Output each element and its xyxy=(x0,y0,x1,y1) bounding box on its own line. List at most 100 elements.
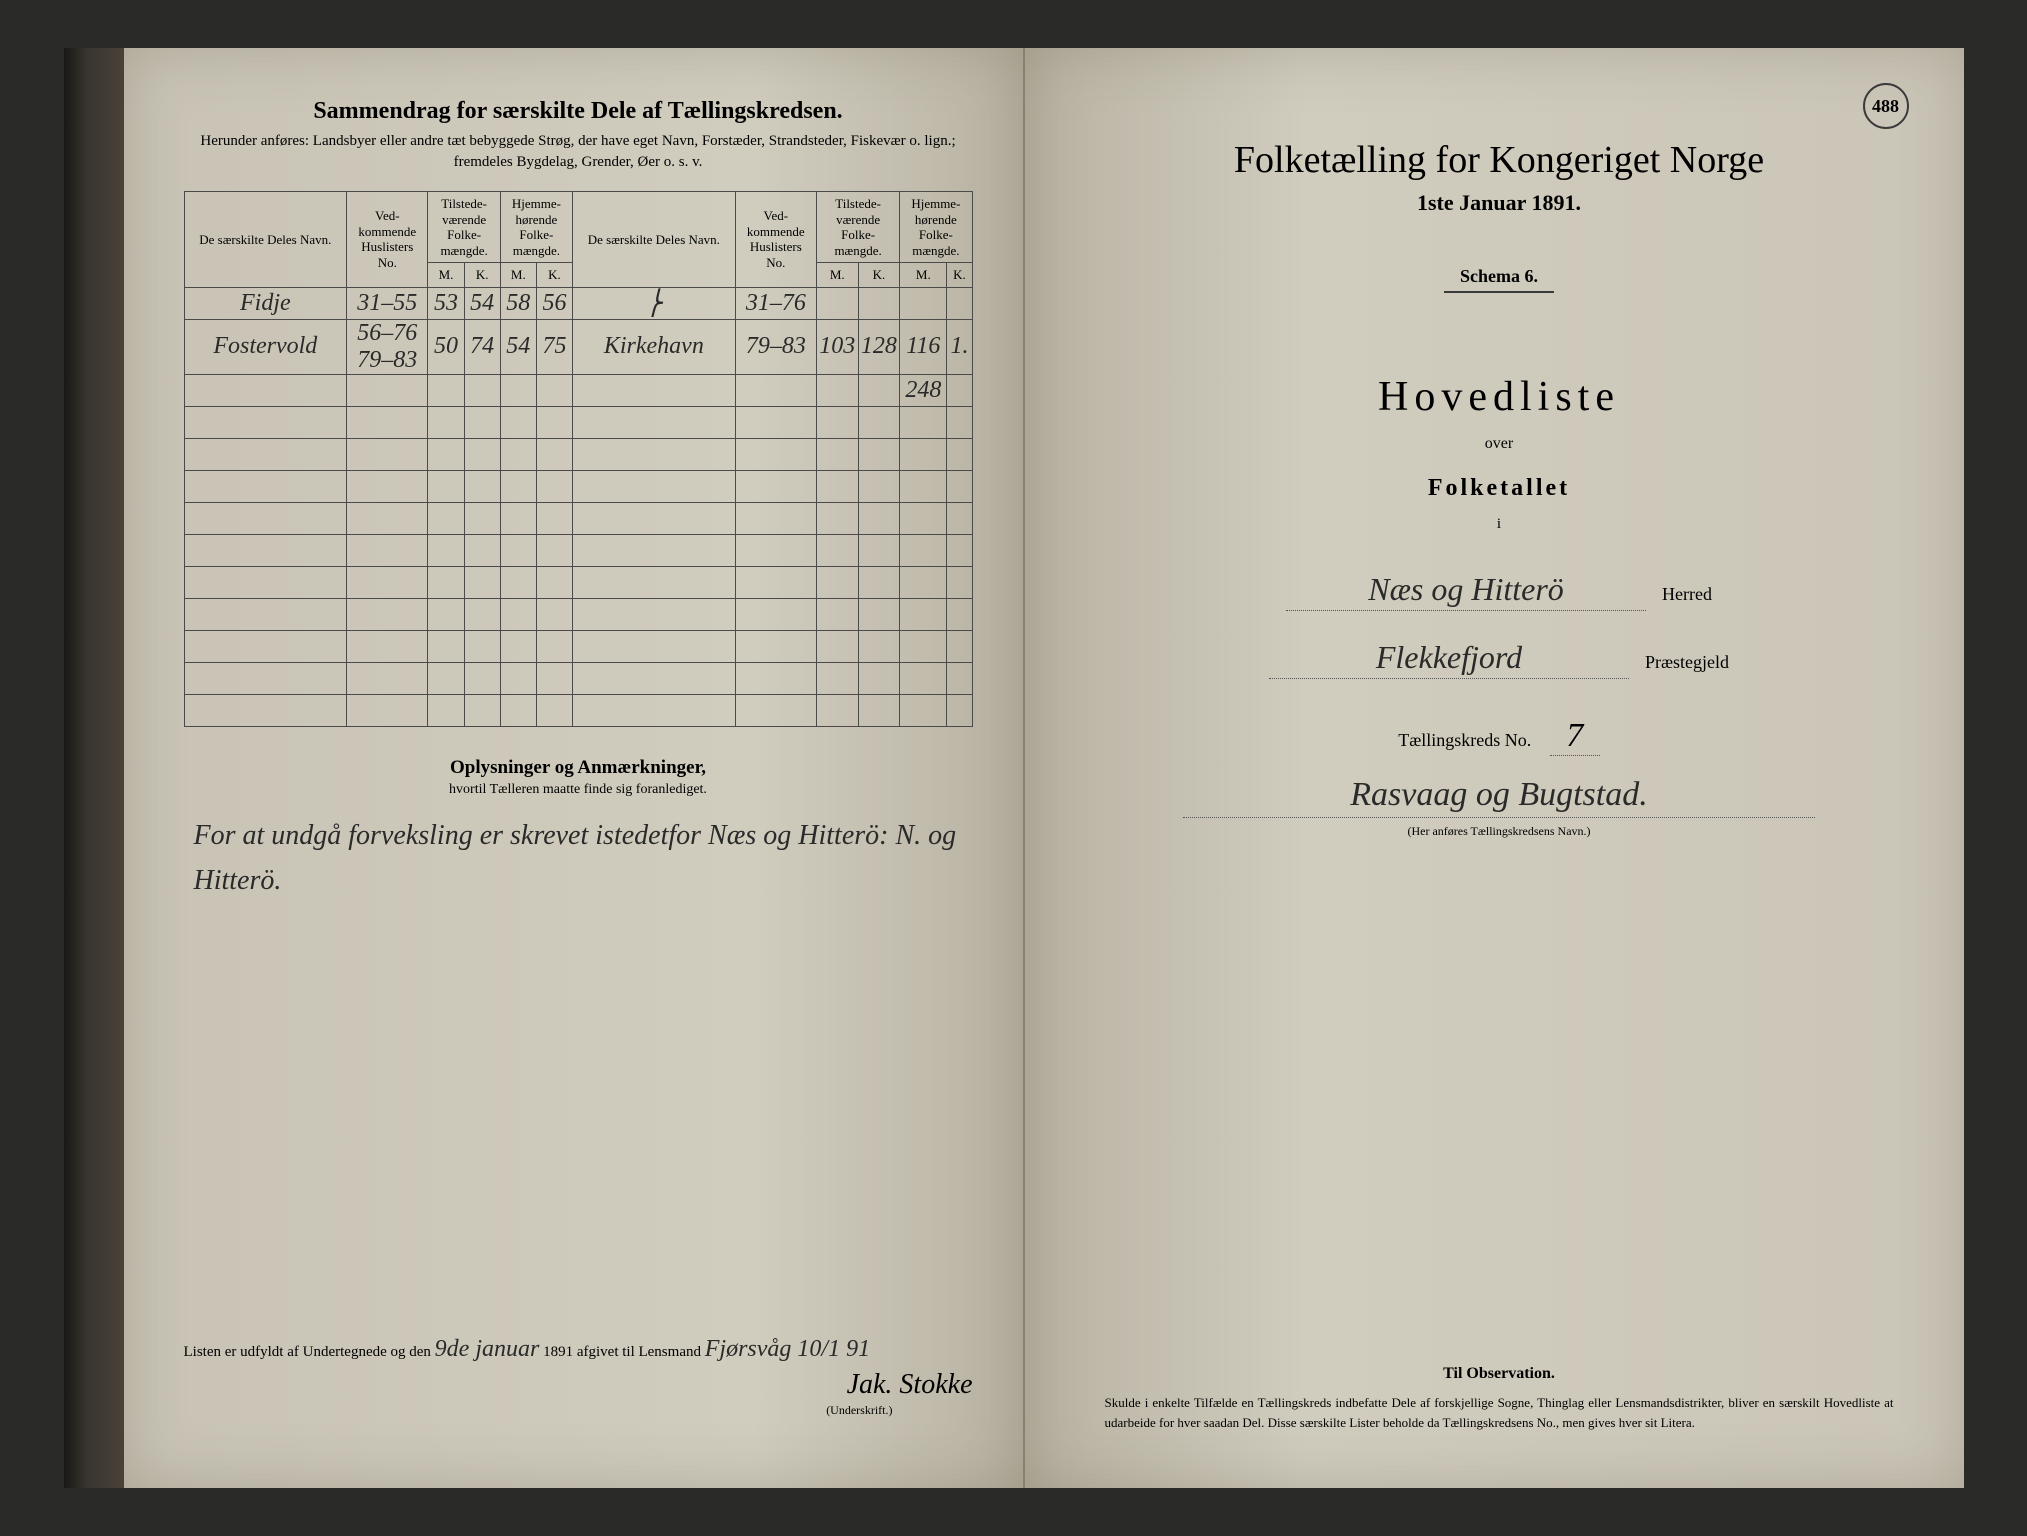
cell-hm2 xyxy=(900,287,947,319)
footer-year: 1891 afgivet til Lensmand xyxy=(543,1344,701,1360)
herred-row: Næs og Hitterö Herred xyxy=(1105,571,1894,611)
table-row xyxy=(184,662,972,694)
cell-name: Fidje xyxy=(184,287,347,319)
schema-underline xyxy=(1444,291,1554,293)
table-row: Fostervold 56–76 79–83 50 74 54 75 Kirke… xyxy=(184,319,972,374)
census-title: Folketælling for Kongeriget Norge xyxy=(1105,138,1894,182)
over-label: over xyxy=(1105,435,1894,453)
praestegjeld-row: Flekkefjord Præstegjeld xyxy=(1105,639,1894,679)
cell-hk2 xyxy=(947,374,972,406)
cell-hm: 54 xyxy=(500,319,536,374)
cell-name2: ⎬ xyxy=(573,287,736,319)
th-m: M. xyxy=(900,263,947,288)
herred-label: Herred xyxy=(1662,584,1712,605)
cell-huslister: 31–55 xyxy=(347,287,428,319)
observation-text: Skulde i enkelte Tilfælde en Tællingskre… xyxy=(1105,1393,1894,1433)
right-page: 488 Folketælling for Kongeriget Norge 1s… xyxy=(1025,48,1964,1488)
cell-hm2: 248 xyxy=(900,374,947,406)
cell-huslister2: 31–76 xyxy=(735,287,816,319)
signature-label: (Underskrift.) xyxy=(184,1403,973,1418)
hovedliste-title: Hovedliste xyxy=(1105,373,1894,421)
cell-tm: 50 xyxy=(428,319,464,374)
cell-hm: 58 xyxy=(500,287,536,319)
kreds-number: 7 xyxy=(1550,717,1600,756)
cell-tm: 53 xyxy=(428,287,464,319)
left-page-subtitle: Herunder anføres: Landsbyer eller andre … xyxy=(184,131,973,173)
book-spread: Sammendrag for særskilte Dele af Tælling… xyxy=(64,48,1964,1488)
herred-value: Næs og Hitterö xyxy=(1286,571,1646,611)
kreds-hint: (Her anføres Tællingskredsens Navn.) xyxy=(1105,824,1894,839)
summary-table: De særskilte Deles Navn. Ved-kommende Hu… xyxy=(184,191,973,727)
left-page-title: Sammendrag for særskilte Dele af Tælling… xyxy=(184,98,973,125)
th-m: M. xyxy=(500,263,536,288)
table-row xyxy=(184,598,972,630)
th-k: K. xyxy=(536,263,572,288)
summary-table-body: Fidje 31–55 53 54 58 56 ⎬ 31–76 Fostervo… xyxy=(184,287,972,726)
cell-name: Fostervold xyxy=(184,319,347,374)
th-hjemme: Hjemme-hørende Folke-mængde. xyxy=(500,192,572,263)
cell-hk xyxy=(536,374,572,406)
cell-huslister: 56–76 79–83 xyxy=(347,319,428,374)
book-spine xyxy=(64,48,124,1488)
table-row: 248 xyxy=(184,374,972,406)
praestegjeld-label: Præstegjeld xyxy=(1645,652,1729,673)
th-k: K. xyxy=(858,263,900,288)
cell-tk xyxy=(464,374,500,406)
th-m: M. xyxy=(816,263,858,288)
i-label: i xyxy=(1105,516,1894,533)
table-row xyxy=(184,502,972,534)
cell-name xyxy=(184,374,347,406)
th-hjemme-2: Hjemme-hørende Folke-mængde. xyxy=(900,192,972,263)
signature: Jak. Stokke xyxy=(184,1369,973,1401)
schema-label: Schema 6. xyxy=(1105,266,1894,287)
cell-name2: Kirkehavn xyxy=(573,319,736,374)
cell-name2 xyxy=(573,374,736,406)
cell-tm2 xyxy=(816,287,858,319)
th-name-2: De særskilte Deles Navn. xyxy=(573,192,736,288)
observation-block: Til Observation. Skulde i enkelte Tilfæl… xyxy=(1105,1365,1894,1433)
cell-huslister xyxy=(347,374,428,406)
cell-tm2 xyxy=(816,374,858,406)
kreds-name: Rasvaag og Bugtstad. xyxy=(1183,776,1814,818)
th-k: K. xyxy=(947,263,972,288)
table-row xyxy=(184,694,972,726)
th-name: De særskilte Deles Navn. xyxy=(184,192,347,288)
praestegjeld-value: Flekkefjord xyxy=(1269,639,1629,679)
footer-date: 9de januar xyxy=(435,1336,540,1362)
table-row xyxy=(184,630,972,662)
table-row xyxy=(184,438,972,470)
cell-hk2 xyxy=(947,287,972,319)
table-row xyxy=(184,534,972,566)
table-row xyxy=(184,406,972,438)
th-m: M. xyxy=(428,263,464,288)
cell-tk: 74 xyxy=(464,319,500,374)
cell-huslister2: 79–83 xyxy=(735,319,816,374)
left-page: Sammendrag for særskilte Dele af Tælling… xyxy=(124,48,1025,1488)
th-tilstede: Tilstede-værende Folke-mængde. xyxy=(428,192,500,263)
observation-title: Til Observation. xyxy=(1105,1365,1894,1383)
cell-tk: 54 xyxy=(464,287,500,319)
page-number: 488 xyxy=(1863,83,1909,129)
th-huslister: Ved-kommende Huslisters No. xyxy=(347,192,428,288)
cell-hm xyxy=(500,374,536,406)
cell-tm xyxy=(428,374,464,406)
notes-subtitle: hvortil Tælleren maatte finde sig foranl… xyxy=(184,782,973,798)
th-k: K. xyxy=(464,263,500,288)
cell-tm2: 103 xyxy=(816,319,858,374)
cell-hk: 56 xyxy=(536,287,572,319)
cell-tk2 xyxy=(858,374,900,406)
table-row: Fidje 31–55 53 54 58 56 ⎬ 31–76 xyxy=(184,287,972,319)
kreds-label: Tællingskreds No. xyxy=(1398,730,1531,750)
notes-handwriting: For at undgå forveksling er skrevet iste… xyxy=(184,814,973,994)
footer-place: Fjørsvåg 10/1 91 xyxy=(705,1336,870,1362)
footer: Listen er udfyldt af Undertegnede og den… xyxy=(184,1336,973,1418)
th-huslister-2: Ved-kommende Huslisters No. xyxy=(735,192,816,288)
th-tilstede-2: Tilstede-værende Folke-mængde. xyxy=(816,192,899,263)
cell-huslister2 xyxy=(735,374,816,406)
folketallet-label: Folketallet xyxy=(1105,475,1894,502)
cell-hk2: 1. xyxy=(947,319,972,374)
kreds-row: Tællingskreds No. 7 xyxy=(1105,717,1894,756)
table-row xyxy=(184,470,972,502)
footer-prefix: Listen er udfyldt af Undertegnede og den xyxy=(184,1344,431,1360)
notes-title: Oplysninger og Anmærkninger, xyxy=(184,757,973,779)
